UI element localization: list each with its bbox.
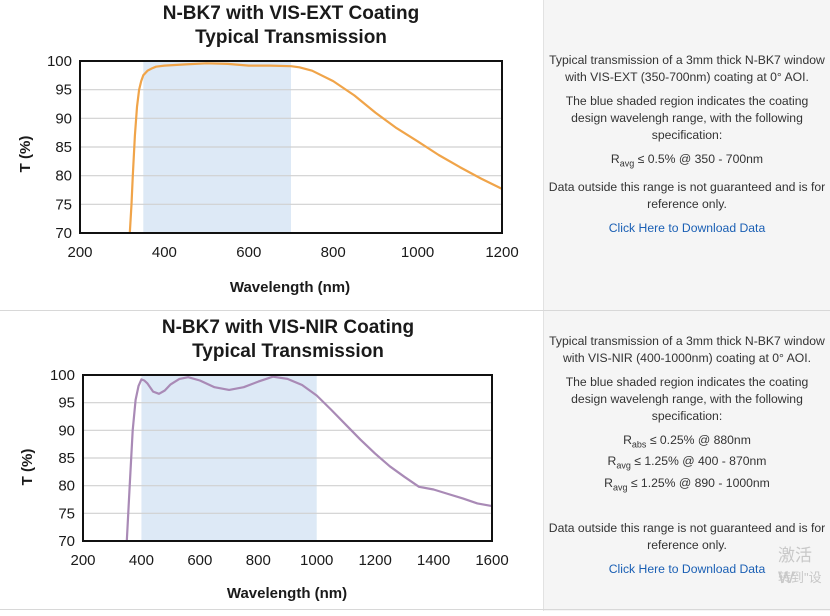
y-tick-label: 90 [55, 110, 72, 127]
watermark-text: 激活 W [778, 546, 812, 587]
chart-cell-vis-ext: N-BK7 with VIS-EXT Coating Typical Trans… [0, 0, 543, 310]
y-tick-label: 75 [55, 196, 72, 213]
spec-subscript: avg [616, 460, 631, 471]
description-shade-note: The blue shaded region indicates the coa… [565, 375, 809, 423]
spec-value: ≤ 0.5% @ 350 - 700nm [634, 152, 764, 166]
x-tick-label: 600 [187, 552, 212, 569]
x-tick-label: 1200 [485, 244, 518, 261]
description-intro: Typical transmission of a 3mm thick N-BK… [549, 53, 825, 84]
y-tick-label: 80 [58, 478, 75, 495]
spec-symbol: R [610, 152, 620, 166]
specification-line: Ravg ≤ 1.25% @ 400 - 870nm [544, 453, 830, 474]
download-data-link[interactable]: Click Here to Download Data [608, 221, 766, 236]
x-axis-label: Wavelength (nm) [227, 585, 347, 602]
x-tick-label: 400 [129, 552, 154, 569]
transmission-series-line [125, 375, 493, 542]
description-panel-vis-nir: Typical transmission of a 3mm thick N-BK… [543, 311, 830, 611]
spec-subscript: abs [631, 439, 647, 450]
y-tick-label: 85 [55, 139, 72, 156]
x-tick-label: 200 [70, 552, 95, 569]
spacer [544, 503, 830, 520]
description-shade-note: The blue shaded region indicates the coa… [565, 94, 809, 142]
specification-list: Ravg ≤ 0.5% @ 350 - 700nm [544, 151, 830, 172]
x-tick-label: 1600 [475, 552, 508, 569]
y-tick-label: 80 [55, 168, 72, 185]
x-tick-label: 800 [321, 244, 346, 261]
x-tick-label: 800 [246, 552, 271, 569]
spec-value: ≤ 1.25% @ 890 - 1000nm [627, 475, 770, 490]
spec-symbol: R [607, 454, 617, 469]
spec-symbol: R [604, 475, 613, 490]
y-tick-label: 95 [55, 82, 72, 99]
transmission-chart-vis-ext: N-BK7 with VIS-EXT Coating Typical Trans… [17, 3, 519, 296]
specification-line: Rabs ≤ 0.25% @ 880nm [544, 432, 830, 453]
x-tick-label: 1000 [401, 244, 434, 261]
download-data-link[interactable]: Click Here to Download Data [608, 562, 766, 577]
chart-title-line2: Typical Transmission [195, 27, 387, 48]
chart-cell-vis-nir: N-BK7 with VIS-NIR Coating Typical Trans… [0, 311, 543, 611]
chart-row-vis-nir: N-BK7 with VIS-NIR Coating Typical Trans… [0, 310, 830, 611]
description-disclaimer: Data outside this range is not guarantee… [548, 180, 826, 212]
transmission-series-line [128, 62, 503, 234]
description-intro: Typical transmission of a 3mm thick N-BK… [549, 334, 825, 365]
chart-row-vis-ext: N-BK7 with VIS-EXT Coating Typical Trans… [0, 0, 830, 310]
y-tick-label: 70 [58, 533, 75, 550]
y-tick-label: 95 [58, 395, 75, 412]
specification-list: Rabs ≤ 0.25% @ 880nm Ravg ≤ 1.25% @ 400 -… [544, 432, 830, 496]
chart-title-line1: N-BK7 with VIS-EXT Coating [163, 3, 420, 24]
y-tick-label: 100 [47, 53, 72, 70]
y-tick-label: 90 [58, 422, 75, 439]
y-tick-label: 85 [58, 450, 75, 467]
plot-frame [82, 374, 493, 542]
x-tick-label: 1200 [358, 552, 391, 569]
specification-line: Ravg ≤ 1.25% @ 890 - 1000nm [544, 475, 830, 496]
description-disclaimer: Data outside this range is not guarantee… [548, 521, 826, 553]
specification-line: Ravg ≤ 0.5% @ 350 - 700nm [544, 151, 830, 172]
transmission-chart-vis-nir: N-BK7 with VIS-NIR Coating Typical Trans… [19, 317, 509, 602]
spec-subscript: avg [619, 158, 635, 169]
y-tick-label: 100 [50, 367, 75, 384]
spec-value: ≤ 1.25% @ 400 - 870nm [630, 454, 767, 469]
description-panel-vis-ext: Typical transmission of a 3mm thick N-BK… [543, 0, 830, 310]
x-tick-label: 200 [67, 244, 92, 261]
y-axis-label: T (%) [17, 136, 34, 173]
y-axis-label: T (%) [19, 449, 36, 486]
row-divider [0, 609, 830, 610]
x-tick-label: 1400 [417, 552, 450, 569]
plot-frame [79, 60, 503, 234]
spec-subscript: avg [612, 482, 628, 493]
y-tick-label: 75 [58, 505, 75, 522]
x-tick-label: 600 [236, 244, 261, 261]
spec-value: ≤ 0.25% @ 880nm [646, 433, 751, 447]
chart-title-line2: Typical Transmission [192, 341, 384, 362]
y-tick-label: 70 [55, 225, 72, 242]
watermark-subtext: 转到"设 [778, 570, 822, 585]
x-axis-label: Wavelength (nm) [230, 279, 350, 296]
spec-symbol: R [623, 433, 632, 447]
x-tick-label: 400 [152, 244, 177, 261]
chart-title-line1: N-BK7 with VIS-NIR Coating [162, 317, 414, 338]
x-tick-label: 1000 [300, 552, 333, 569]
